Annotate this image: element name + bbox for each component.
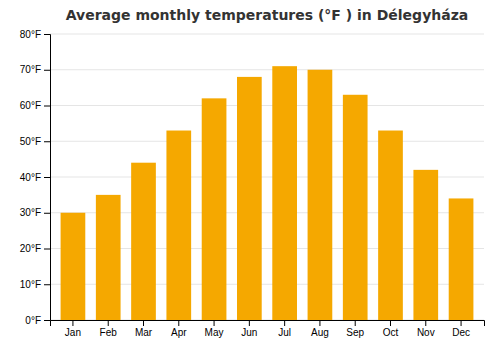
x-tick-mark bbox=[214, 320, 215, 326]
y-tick-label: 60°F bbox=[20, 100, 41, 111]
y-tick: 10°F bbox=[20, 279, 50, 290]
bar bbox=[308, 70, 333, 320]
x-tick-label: Sep bbox=[346, 327, 364, 338]
y-tick-mark bbox=[44, 213, 50, 214]
x-tick: Sep bbox=[346, 320, 364, 338]
x-tick-label: Jan bbox=[65, 327, 81, 338]
plot: Jan Feb Mar Apr May Jun Jul Aug Sep Oct Nov Dec 0°F 1… bbox=[20, 29, 485, 338]
bar bbox=[166, 131, 191, 320]
x-tick: Aug bbox=[311, 320, 329, 338]
y-tick-mark bbox=[44, 34, 50, 35]
y-tick-label: 50°F bbox=[20, 136, 41, 147]
x-tick-label: Mar bbox=[135, 327, 153, 338]
x-tick: Jul bbox=[278, 320, 291, 338]
grid-line bbox=[50, 141, 484, 142]
x-tick-label: Feb bbox=[100, 327, 118, 338]
bar bbox=[237, 77, 262, 320]
y-axis-line bbox=[44, 35, 51, 321]
x-tick: Jun bbox=[241, 320, 257, 338]
y-tick-mark bbox=[44, 70, 50, 71]
grid-line bbox=[50, 34, 484, 35]
y-tick-label: 40°F bbox=[20, 172, 41, 183]
x-tick-mark bbox=[461, 320, 462, 326]
y-axis: 0°F 10°F 20°F 30°F 40°F 50°F 60°F 70°F 80°F bbox=[20, 29, 51, 326]
y-tick-label: 80°F bbox=[20, 29, 41, 40]
bar bbox=[202, 98, 227, 320]
bar bbox=[343, 95, 368, 320]
y-tick-mark bbox=[44, 320, 50, 321]
y-tick: 80°F bbox=[20, 29, 50, 40]
x-tick-mark bbox=[143, 320, 144, 326]
y-tick: 20°F bbox=[20, 243, 50, 254]
y-tick-label: 70°F bbox=[20, 64, 41, 75]
y-tick: 70°F bbox=[20, 64, 50, 75]
x-tick-label: Jul bbox=[278, 327, 291, 338]
x-tick: Apr bbox=[171, 320, 187, 338]
x-tick: Oct bbox=[383, 320, 399, 338]
x-tick-label: Dec bbox=[452, 327, 470, 338]
y-tick: 60°F bbox=[20, 100, 50, 111]
bar bbox=[413, 170, 438, 320]
x-tick-label: Aug bbox=[311, 327, 329, 338]
x-tick: Feb bbox=[100, 320, 118, 338]
y-tick-mark bbox=[44, 141, 50, 142]
x-tick-mark bbox=[425, 320, 426, 326]
x-tick-mark bbox=[72, 320, 73, 326]
bar bbox=[131, 163, 156, 320]
x-tick: Jan bbox=[65, 320, 81, 338]
x-tick: Mar bbox=[135, 320, 153, 338]
x-tick: May bbox=[205, 320, 224, 338]
bar bbox=[61, 213, 86, 320]
x-tick-label: Oct bbox=[383, 327, 399, 338]
y-tick-mark bbox=[44, 106, 50, 107]
y-tick-mark bbox=[44, 284, 50, 285]
x-tick-mark bbox=[108, 320, 109, 326]
x-tick-label: Nov bbox=[417, 327, 435, 338]
y-tick: 40°F bbox=[20, 172, 50, 183]
x-tick-label: Jun bbox=[241, 327, 257, 338]
x-tick-label: Apr bbox=[171, 327, 187, 338]
title: Average monthly temperatures (°F ) in Dé… bbox=[66, 7, 469, 23]
bar bbox=[378, 131, 403, 320]
y-tick-label: 20°F bbox=[20, 243, 41, 254]
bar bbox=[272, 66, 297, 320]
y-tick: 30°F bbox=[20, 207, 50, 218]
x-tick-mark bbox=[284, 320, 285, 326]
bar bbox=[96, 195, 121, 320]
y-tick: 50°F bbox=[20, 136, 50, 147]
x-tick: Dec bbox=[452, 320, 470, 338]
x-tick-mark bbox=[249, 320, 250, 326]
y-tick-label: 0°F bbox=[25, 315, 41, 326]
bars bbox=[61, 66, 474, 320]
x-tick: Nov bbox=[417, 320, 435, 338]
x-tick-label: May bbox=[205, 327, 224, 338]
y-tick-mark bbox=[44, 249, 50, 250]
grid bbox=[50, 34, 484, 320]
x-axis-line bbox=[51, 321, 485, 327]
grid-line bbox=[50, 69, 484, 70]
bar bbox=[449, 198, 474, 320]
x-tick-mark bbox=[178, 320, 179, 326]
grid-line bbox=[50, 105, 484, 106]
x-tick-mark bbox=[355, 320, 356, 326]
x-axis: Jan Feb Mar Apr May Jun Jul Aug Sep Oct Nov Dec bbox=[51, 320, 485, 338]
y-tick-mark bbox=[44, 177, 50, 178]
chart: Jan Feb Mar Apr May Jun Jul Aug Sep Oct Nov Dec 0°F 1… bbox=[0, 0, 500, 350]
y-tick-label: 10°F bbox=[20, 279, 41, 290]
x-tick-mark bbox=[319, 320, 320, 326]
x-tick-mark bbox=[390, 320, 391, 326]
y-tick-label: 30°F bbox=[20, 207, 41, 218]
y-tick: 0°F bbox=[25, 315, 50, 326]
